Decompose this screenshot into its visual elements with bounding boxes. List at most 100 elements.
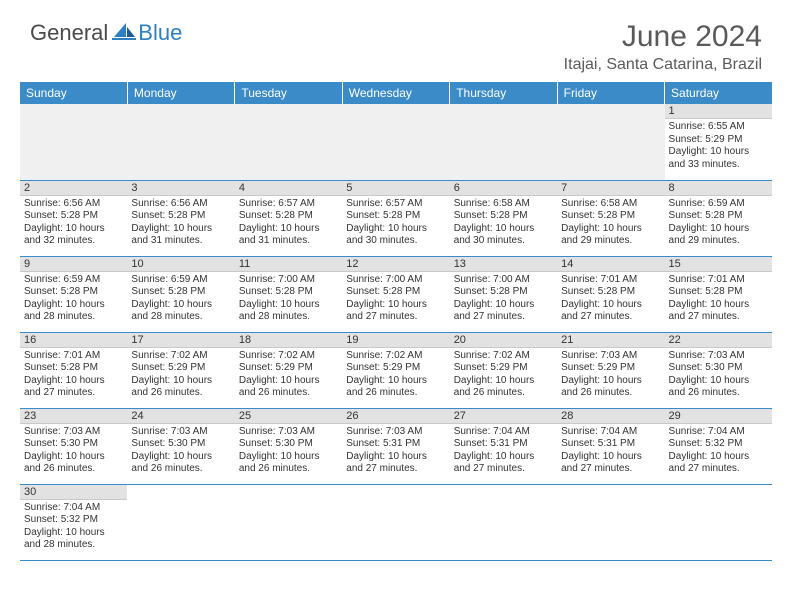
sunrise-line: Sunrise: 7:03 AM <box>561 350 660 363</box>
sunset-line: Sunset: 5:28 PM <box>239 286 338 299</box>
day-number: 23 <box>20 409 127 424</box>
calendar-day-cell <box>557 104 664 180</box>
day-content: Sunrise: 7:03 AMSunset: 5:31 PMDaylight:… <box>342 424 449 478</box>
calendar-day-cell: 3Sunrise: 6:56 AMSunset: 5:28 PMDaylight… <box>127 180 234 256</box>
sunset-line: Sunset: 5:29 PM <box>454 362 553 375</box>
calendar-day-cell <box>342 104 449 180</box>
daylight-line: Daylight: 10 hours and 26 minutes. <box>131 451 230 476</box>
sunset-line: Sunset: 5:28 PM <box>669 286 768 299</box>
day-number: 4 <box>235 181 342 196</box>
day-content: Sunrise: 7:01 AMSunset: 5:28 PMDaylight:… <box>20 348 127 402</box>
sunrise-line: Sunrise: 6:59 AM <box>669 198 768 211</box>
calendar-day-cell <box>450 484 557 560</box>
sunrise-line: Sunrise: 7:02 AM <box>454 350 553 363</box>
day-number: 6 <box>450 181 557 196</box>
sunrise-line: Sunrise: 6:58 AM <box>454 198 553 211</box>
sunrise-line: Sunrise: 6:57 AM <box>346 198 445 211</box>
sunset-line: Sunset: 5:28 PM <box>669 210 768 223</box>
day-number: 29 <box>665 409 772 424</box>
daylight-line: Daylight: 10 hours and 27 minutes. <box>24 375 123 400</box>
day-content: Sunrise: 7:02 AMSunset: 5:29 PMDaylight:… <box>342 348 449 402</box>
calendar-week-row: 2Sunrise: 6:56 AMSunset: 5:28 PMDaylight… <box>20 180 772 256</box>
calendar-header-row: SundayMondayTuesdayWednesdayThursdayFrid… <box>20 82 772 104</box>
calendar-day-cell: 4Sunrise: 6:57 AMSunset: 5:28 PMDaylight… <box>235 180 342 256</box>
calendar-day-cell: 30 Sunrise: 7:04 AMSunset: 5:32 PMDayligh… <box>20 484 127 560</box>
calendar-day-cell: 15Sunrise: 7:01 AMSunset: 5:28 PMDayligh… <box>665 256 772 332</box>
calendar-day-cell <box>342 484 449 560</box>
calendar-day-cell: 27Sunrise: 7:04 AMSunset: 5:31 PMDayligh… <box>450 408 557 484</box>
daylight-line: Daylight: 10 hours and 26 minutes. <box>346 375 445 400</box>
day-content: Sunrise: 6:59 AMSunset: 5:28 PMDaylight:… <box>665 196 772 250</box>
calendar-day-cell: 6Sunrise: 6:58 AMSunset: 5:28 PMDaylight… <box>450 180 557 256</box>
sunset-line: Sunset: 5:31 PM <box>561 438 660 451</box>
sunset-line: Sunset: 5:28 PM <box>561 286 660 299</box>
sunrise-line: Sunrise: 7:02 AM <box>239 350 338 363</box>
day-number: 9 <box>20 257 127 272</box>
day-number: 13 <box>450 257 557 272</box>
calendar-day-cell: 17Sunrise: 7:02 AMSunset: 5:29 PMDayligh… <box>127 332 234 408</box>
calendar-day-cell: 22Sunrise: 7:03 AMSunset: 5:30 PMDayligh… <box>665 332 772 408</box>
day-number: 22 <box>665 333 772 348</box>
day-content: Sunrise: 7:02 AMSunset: 5:29 PMDaylight:… <box>127 348 234 402</box>
calendar-week-row: 9Sunrise: 6:59 AMSunset: 5:28 PMDaylight… <box>20 256 772 332</box>
calendar-day-cell: 28Sunrise: 7:04 AMSunset: 5:31 PMDayligh… <box>557 408 664 484</box>
sunset-line: Sunset: 5:28 PM <box>24 362 123 375</box>
sunrise-line: Sunrise: 7:00 AM <box>454 274 553 287</box>
daylight-line: Daylight: 10 hours and 32 minutes. <box>24 223 123 248</box>
weekday-header: Saturday <box>665 82 772 104</box>
calendar-day-cell: 20Sunrise: 7:02 AMSunset: 5:29 PMDayligh… <box>450 332 557 408</box>
daylight-line: Daylight: 10 hours and 26 minutes. <box>669 375 768 400</box>
day-content: Sunrise: 7:04 AMSunset: 5:31 PMDaylight:… <box>450 424 557 478</box>
day-content: Sunrise: 7:02 AMSunset: 5:29 PMDaylight:… <box>450 348 557 402</box>
day-content: Sunrise: 7:04 AMSunset: 5:31 PMDaylight:… <box>557 424 664 478</box>
daylight-line: Daylight: 10 hours and 33 minutes. <box>669 146 768 171</box>
sunrise-line: Sunrise: 7:03 AM <box>131 426 230 439</box>
calendar-day-cell: 5Sunrise: 6:57 AMSunset: 5:28 PMDaylight… <box>342 180 449 256</box>
daylight-line: Daylight: 10 hours and 30 minutes. <box>346 223 445 248</box>
sunset-line: Sunset: 5:29 PM <box>669 134 768 147</box>
sunrise-line: Sunrise: 6:55 AM <box>669 121 768 134</box>
month-title: June 2024 <box>564 20 762 54</box>
day-number: 24 <box>127 409 234 424</box>
sunset-line: Sunset: 5:28 PM <box>239 210 338 223</box>
sunset-line: Sunset: 5:29 PM <box>346 362 445 375</box>
sunrise-line: Sunrise: 6:57 AM <box>239 198 338 211</box>
title-block: June 2024 Itajai, Santa Catarina, Brazil <box>564 20 762 74</box>
sunset-line: Sunset: 5:28 PM <box>346 210 445 223</box>
daylight-line: Daylight: 10 hours and 26 minutes. <box>561 375 660 400</box>
weekday-header: Wednesday <box>342 82 449 104</box>
sunrise-line: Sunrise: 7:00 AM <box>239 274 338 287</box>
sunrise-line: Sunrise: 7:01 AM <box>669 274 768 287</box>
day-number: 12 <box>342 257 449 272</box>
calendar-week-row: 23 Sunrise: 7:03 AM Sunset: 5:30 PM Dayligh… <box>20 408 772 484</box>
sunrise-line: Sunrise: 7:04 AM <box>24 502 123 515</box>
sunset-line: Sunset: 5:29 PM <box>561 362 660 375</box>
sunset-line: Sunset: 5:28 PM <box>131 286 230 299</box>
sunrise-line: Sunrise: 7:04 AM <box>454 426 553 439</box>
sunrise-line: Sunrise: 6:56 AM <box>24 198 123 211</box>
sunset-line: Sunset: 5:28 PM <box>561 210 660 223</box>
day-content: Sunrise: 7:00 AMSunset: 5:28 PMDaylight:… <box>235 272 342 326</box>
daylight-line: Daylight: 10 hours and 27 minutes. <box>561 451 660 476</box>
day-number: 25 <box>235 409 342 424</box>
day-number: 17 <box>127 333 234 348</box>
sunset-line: Sunset: 5:28 PM <box>24 210 123 223</box>
sunrise-line: Sunrise: 6:59 AM <box>24 274 123 287</box>
day-number: 15 <box>665 257 772 272</box>
calendar-day-cell <box>127 484 234 560</box>
day-content: Sunrise: 6:59 AMSunset: 5:28 PMDaylight:… <box>20 272 127 326</box>
daylight-line: Daylight: 10 hours and 27 minutes. <box>454 299 553 324</box>
day-number: 10 <box>127 257 234 272</box>
daylight-line: Daylight: 10 hours and 28 minutes. <box>24 527 123 552</box>
sunrise-line: Sunrise: 7:03 AM <box>346 426 445 439</box>
calendar-day-cell: 29Sunrise: 7:04 AMSunset: 5:32 PMDayligh… <box>665 408 772 484</box>
day-number: 11 <box>235 257 342 272</box>
calendar-day-cell: 11Sunrise: 7:00 AMSunset: 5:28 PMDayligh… <box>235 256 342 332</box>
sunset-line: Sunset: 5:32 PM <box>24 514 123 527</box>
calendar-day-cell <box>450 104 557 180</box>
sunset-line: Sunset: 5:30 PM <box>239 438 338 451</box>
day-number: 30 <box>20 485 127 500</box>
calendar-day-cell: 25Sunrise: 7:03 AMSunset: 5:30 PMDayligh… <box>235 408 342 484</box>
day-content: Sunrise: 7:01 AMSunset: 5:28 PMDaylight:… <box>557 272 664 326</box>
daylight-line: Daylight: 10 hours and 27 minutes. <box>561 299 660 324</box>
